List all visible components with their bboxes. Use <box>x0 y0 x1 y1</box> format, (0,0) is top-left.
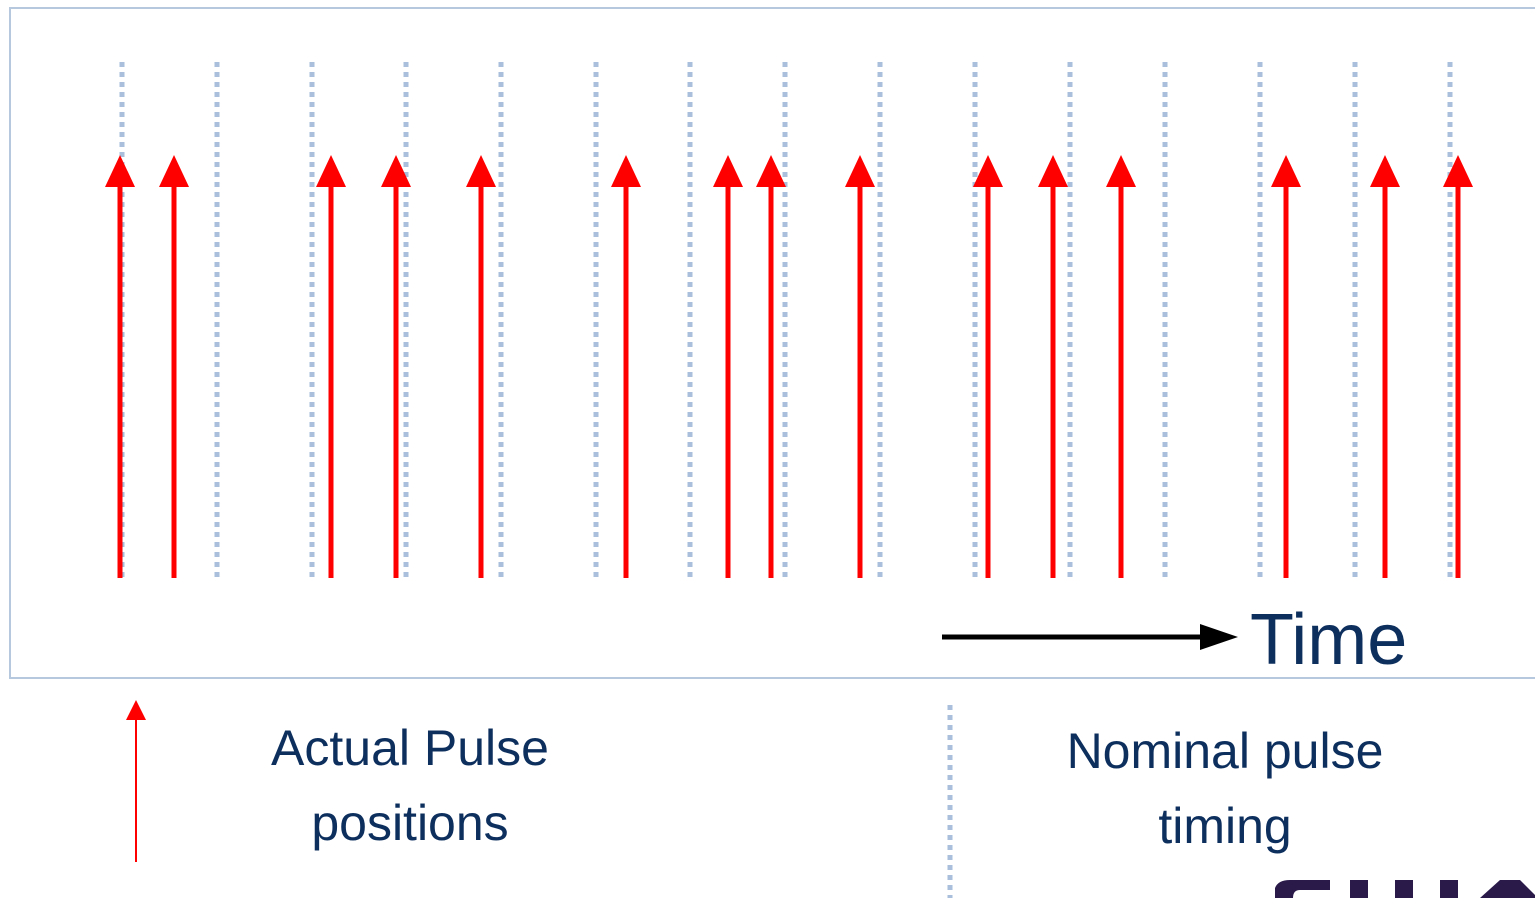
pulse-arrow-7 <box>713 155 743 578</box>
pulse-arrow-head <box>105 155 135 187</box>
pulse-arrow-head <box>1370 155 1400 187</box>
pulse-arrow-5 <box>466 155 496 578</box>
actual-pulse-arrows <box>105 155 1473 578</box>
pulse-arrow-10 <box>973 155 1003 578</box>
pulse-arrow-6 <box>611 155 641 578</box>
pulse-arrow-head <box>159 155 189 187</box>
pulse-arrow-11 <box>1038 155 1068 578</box>
pulse-arrow-head <box>466 155 496 187</box>
time-arrow-head <box>1200 624 1238 650</box>
pulse-arrow-head <box>1038 155 1068 187</box>
pulse-arrow-head <box>1271 155 1301 187</box>
pulse-arrow-3 <box>316 155 346 578</box>
time-label: Time <box>1250 600 1407 680</box>
pulse-arrow-head <box>1106 155 1136 187</box>
pulse-arrow-8 <box>756 155 786 578</box>
legend-pulse-arrow-head <box>126 700 146 720</box>
legend-actual-label-line2: positions <box>311 795 508 851</box>
legend-actual-pulse: Actual Pulse positions <box>126 700 549 862</box>
time-axis-arrow <box>942 624 1238 650</box>
diagram-frame <box>9 7 1535 679</box>
pulse-arrow-head <box>381 155 411 187</box>
pulse-arrow-head <box>1443 155 1473 187</box>
pulse-arrow-head <box>611 155 641 187</box>
legend-nominal-timing: Nominal pulse timing <box>947 705 1384 898</box>
legend-actual-label-line1: Actual Pulse <box>271 720 549 776</box>
pulse-arrow-head <box>845 155 875 187</box>
pulse-arrow-head <box>713 155 743 187</box>
pulse-arrow-head <box>316 155 346 187</box>
legend-nominal-label-line1: Nominal pulse <box>1067 723 1384 779</box>
legend-nominal-label-line2: timing <box>1158 798 1291 854</box>
pulse-arrow-13 <box>1271 155 1301 578</box>
pulse-arrow-head <box>973 155 1003 187</box>
pulse-arrow-head <box>756 155 786 187</box>
pulse-arrow-1 <box>105 155 135 578</box>
pulse-arrow-12 <box>1106 155 1136 578</box>
pulse-arrow-14 <box>1370 155 1400 578</box>
partial-logo <box>1275 880 1535 898</box>
pulse-arrow-9 <box>845 155 875 578</box>
pulse-arrow-2 <box>159 155 189 578</box>
pulse-arrow-4 <box>381 155 411 578</box>
nominal-timing-lines <box>119 62 1453 578</box>
pulse-arrow-15 <box>1443 155 1473 578</box>
